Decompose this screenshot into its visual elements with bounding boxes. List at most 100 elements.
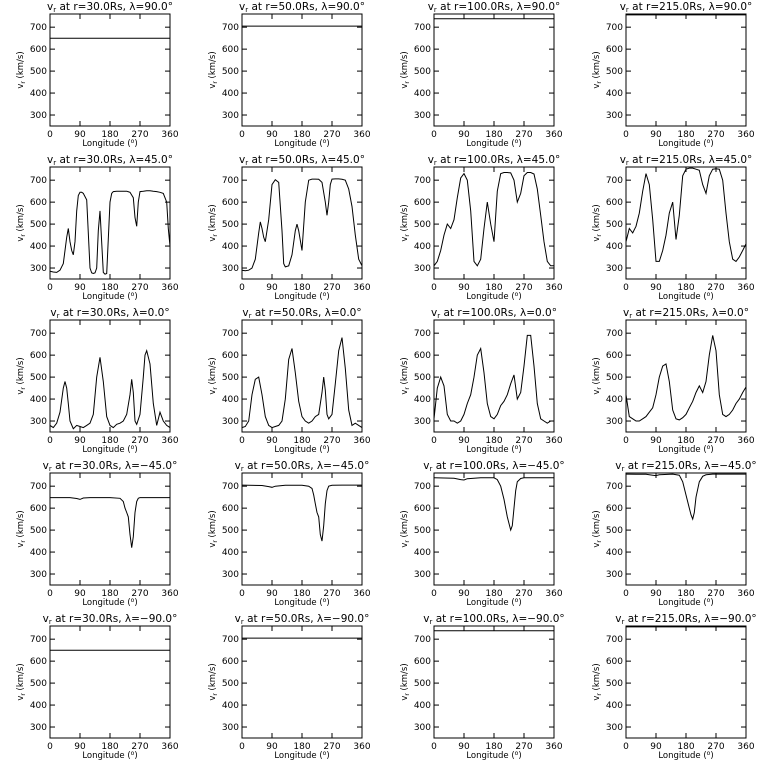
y-axis-label: vr (km/s) — [208, 204, 219, 241]
y-tick-label: 400 — [414, 89, 431, 99]
y-tick-label: 300 — [30, 723, 47, 733]
x-tick-label: 360 — [737, 283, 754, 293]
y-tick-label: 500 — [30, 373, 47, 383]
y-tick-label: 300 — [222, 111, 239, 121]
y-tick-label: 700 — [222, 635, 239, 645]
x-tick-label: 0 — [239, 130, 245, 140]
plot-frame — [241, 472, 363, 586]
y-tick-label: 600 — [606, 45, 623, 55]
plot-frame — [49, 625, 171, 739]
x-tick-label: 360 — [161, 742, 178, 752]
y-tick-label: 400 — [414, 701, 431, 711]
x-tick-label: 90 — [74, 742, 86, 752]
y-tick-label: 700 — [606, 482, 623, 492]
plot-frame — [625, 625, 747, 739]
series-line-1 — [433, 477, 554, 532]
y-tick-label: 600 — [222, 504, 239, 514]
y-tick-label: 400 — [606, 242, 623, 252]
y-tick-label: 700 — [606, 176, 623, 186]
x-tick-label: 360 — [161, 130, 178, 140]
subplot-title: vr at r=215.0Rs, λ=0.0° — [623, 307, 749, 320]
x-tick-label: 270 — [131, 742, 148, 752]
x-tick-label: 180 — [677, 283, 694, 293]
y-axis-label: vr (km/s) — [208, 51, 219, 88]
y-tick-label: 700 — [30, 329, 47, 339]
y-tick-label: 700 — [222, 176, 239, 186]
x-axis-label: Longitude (o) — [82, 138, 137, 149]
x-tick-label: 270 — [707, 742, 724, 752]
subplot-title: vr at r=100.0Rs, λ=45.0° — [428, 154, 561, 167]
y-tick-label: 700 — [414, 482, 431, 492]
x-tick-label: 270 — [323, 742, 340, 752]
x-axis-label: Longitude (o) — [274, 291, 329, 302]
plot-frame — [433, 472, 555, 586]
subplot-title: vr at r=30.0Rs, λ=0.0° — [50, 307, 169, 320]
y-tick-label: 300 — [606, 264, 623, 274]
x-tick-label: 180 — [677, 130, 694, 140]
x-tick-label: 180 — [293, 283, 310, 293]
y-tick-label: 700 — [414, 176, 431, 186]
x-tick-label: 270 — [131, 130, 148, 140]
y-tick-label: 700 — [414, 635, 431, 645]
x-tick-label: 270 — [515, 742, 532, 752]
x-axis-label: Longitude (o) — [82, 750, 137, 761]
x-tick-label: 0 — [47, 436, 53, 446]
x-axis-label: Longitude (o) — [658, 444, 713, 455]
subplot-19: vr at r=100.0Rs, λ=−90.0° 0 90 180 270 360 300… — [400, 613, 565, 761]
x-tick-label: 180 — [485, 589, 502, 599]
x-axis-label: Longitude (o) — [274, 444, 329, 455]
x-tick-label: 270 — [707, 283, 724, 293]
y-tick-label: 700 — [606, 635, 623, 645]
series-line-1 — [49, 190, 171, 275]
y-tick-label: 500 — [606, 220, 623, 230]
x-axis-label: Longitude (o) — [658, 138, 713, 149]
x-tick-label: 90 — [458, 436, 470, 446]
x-tick-label: 180 — [101, 742, 118, 752]
x-tick-label: 270 — [515, 436, 532, 446]
x-tick-label: 0 — [623, 742, 629, 752]
x-tick-label: 180 — [293, 742, 310, 752]
subplot-2: vr at r=50.0Rs, λ=90.0° 0 90 180 270 360 300 40… — [208, 1, 371, 149]
y-tick-label: 500 — [30, 526, 47, 536]
x-tick-label: 180 — [101, 283, 118, 293]
x-tick-label: 360 — [161, 283, 178, 293]
y-tick-label: 400 — [30, 242, 47, 252]
x-tick-label: 90 — [266, 589, 278, 599]
x-axis-label: Longitude (o) — [274, 138, 329, 149]
y-tick-label: 600 — [30, 351, 47, 361]
x-axis-label: Longitude (o) — [466, 597, 521, 608]
x-tick-label: 360 — [161, 589, 178, 599]
x-tick-label: 0 — [431, 742, 437, 752]
y-tick-label: 400 — [30, 395, 47, 405]
y-tick-label: 300 — [606, 570, 623, 580]
subplot-title: vr at r=50.0Rs, λ=45.0° — [239, 154, 365, 167]
x-tick-label: 270 — [131, 589, 148, 599]
x-tick-label: 0 — [47, 283, 53, 293]
x-tick-label: 360 — [353, 130, 370, 140]
subplot-5: vr at r=30.0Rs, λ=45.0° 0 90 180 270 360 300 40… — [16, 154, 179, 302]
x-tick-label: 0 — [623, 130, 629, 140]
series-line-1 — [625, 473, 746, 521]
y-tick-label: 600 — [606, 504, 623, 514]
x-tick-label: 270 — [515, 130, 532, 140]
series-line-1 — [433, 172, 554, 267]
y-axis-label: vr (km/s) — [400, 510, 411, 547]
subplot-title: vr at r=30.0Rs, λ=45.0° — [47, 154, 173, 167]
y-tick-label: 400 — [606, 701, 623, 711]
subplot-18: vr at r=50.0Rs, λ=−90.0° 0 90 180 270 360 300 4… — [208, 613, 371, 761]
subplot-15: vr at r=100.0Rs, λ=−45.0° 0 90 180 270 360 300… — [400, 460, 565, 608]
subplot-14: vr at r=50.0Rs, λ=−45.0° 0 90 180 270 360 300 4… — [208, 460, 371, 608]
y-tick-label: 500 — [222, 67, 239, 77]
x-tick-label: 180 — [101, 589, 118, 599]
y-tick-label: 500 — [606, 67, 623, 77]
x-tick-label: 270 — [323, 436, 340, 446]
series-line-1 — [241, 178, 363, 272]
y-tick-label: 700 — [414, 329, 431, 339]
subplot-title: vr at r=50.0Rs, λ=−45.0° — [235, 460, 370, 473]
y-axis-label: vr (km/s) — [16, 51, 27, 88]
y-tick-label: 400 — [606, 548, 623, 558]
subplot-title: vr at r=50.0Rs, λ=90.0° — [239, 1, 365, 14]
x-tick-label: 0 — [623, 283, 629, 293]
x-tick-label: 90 — [266, 436, 278, 446]
